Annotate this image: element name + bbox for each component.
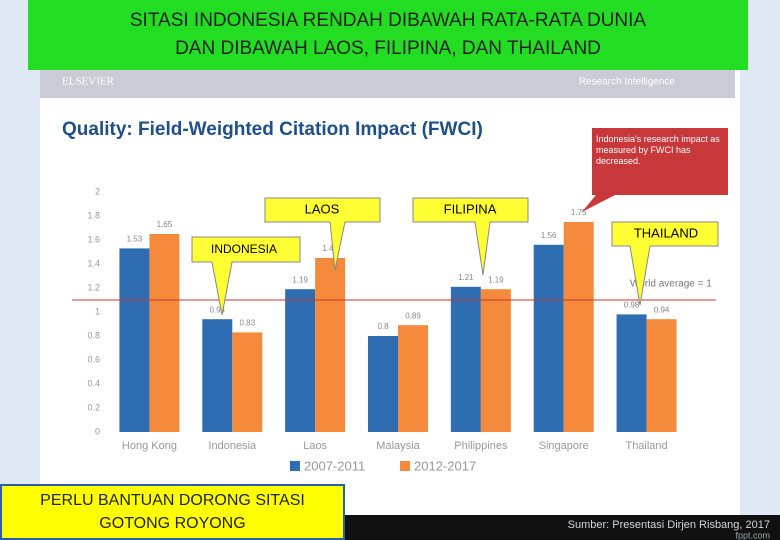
legend-swatch (290, 461, 300, 471)
brand: ELSEVIER (62, 76, 115, 88)
callout-label: LAOS (305, 201, 340, 216)
value-label: 0.8 (377, 322, 389, 331)
y-tick-label: 0.2 (87, 402, 100, 412)
callout-bubble-text: Indonesia's research impact as measured … (596, 134, 720, 166)
source-bar (344, 515, 780, 540)
x-tick-label: Thailand (625, 440, 667, 452)
y-tick-label: 1 (95, 306, 100, 316)
legend-swatch (400, 461, 410, 471)
x-tick-label: Malaysia (376, 440, 420, 452)
bar (149, 234, 180, 432)
y-tick-label: 0.4 (87, 378, 100, 388)
chart-title: Quality: Field-Weighted Citation Impact … (62, 119, 483, 140)
bar (450, 286, 481, 432)
note: PERLU BANTUAN DORONG SITASI GOTONG ROYON… (40, 492, 305, 532)
header-title: SITASI INDONESIA RENDAH DIBAWAH RATA-RAT… (130, 10, 647, 31)
callout-label: INDONESIA (211, 242, 277, 256)
elsevier-bar (40, 70, 735, 98)
bar (368, 336, 398, 432)
side-band (740, 0, 780, 540)
value-label: 0.89 (405, 311, 421, 320)
y-tick-label: 1.6 (87, 234, 100, 244)
note-box (0, 484, 345, 540)
legend-label: 2012-2017 (414, 458, 476, 473)
y-tick-label: 1.8 (87, 210, 100, 220)
callout-bubble (582, 128, 728, 212)
y-tick-label: 1.4 (87, 258, 100, 268)
callout-label: FILIPINA (444, 201, 497, 216)
value-label: 0.98 (624, 301, 640, 310)
value-label: 1.21 (458, 273, 474, 282)
brand-right: Research Intelligence (579, 77, 676, 88)
callout-indonesia (191, 236, 301, 316)
value-label: 1.75 (571, 208, 587, 217)
value-label: 1.53 (127, 235, 143, 244)
bar (285, 289, 316, 432)
x-tick-label: Laos (303, 440, 327, 452)
value-label: 1.19 (292, 275, 308, 284)
value-label: 1.45 (322, 244, 338, 253)
bar (563, 222, 594, 432)
y-tick-label: 0.8 (87, 330, 100, 340)
bar (119, 248, 150, 432)
bar (616, 314, 647, 432)
y-tick-label: 2 (95, 186, 100, 196)
callout-text: Indonesia's research impact as measured … (596, 134, 720, 166)
note-text: PERLU BANTUAN DORONG SITASI GOTONG ROYON… (40, 492, 305, 532)
callout-laos (264, 197, 381, 271)
x-tick-label: Philippines (454, 440, 508, 452)
x-tick-label: Indonesia (208, 440, 257, 452)
side-band (0, 0, 40, 540)
callout-filipina (412, 197, 529, 276)
y-tick-label: 0.6 (87, 354, 100, 364)
bar (646, 319, 677, 432)
y-tick-label: 0 (95, 426, 100, 436)
y-tick-label: 1.2 (87, 282, 100, 292)
legend-label: 2007-2011 (304, 458, 365, 473)
bar (202, 319, 233, 432)
callout-thailand (611, 221, 719, 306)
plot: 0 0.2 0.4 0.6 0.8 1 1.2 1.4 1.6 1.8 2 Hong Kong 1.53… (72, 186, 716, 473)
value-label: 0.94 (209, 305, 225, 314)
header-title: DAN DIBAWAH LAOS, FILIPINA, DAN THAILAND (175, 38, 601, 59)
bar (398, 325, 428, 432)
bar (480, 289, 511, 432)
x-tick-label: Hong Kong (122, 440, 177, 452)
callout-label: THAILAND (634, 225, 698, 240)
value-label: 0.94 (654, 305, 670, 314)
source: Sumber: Presentasi Dirjen Risbang, 2017 (568, 519, 770, 531)
bar (232, 332, 263, 432)
x-tick-label: Singapore (539, 440, 589, 452)
bar (533, 244, 564, 432)
value-label: 1.65 (157, 220, 173, 229)
reference-label: World average = 1 (630, 279, 712, 290)
value-label: 1.56 (541, 231, 557, 240)
header-box (28, 0, 748, 70)
watermark: fppt.com (735, 530, 770, 540)
value-label: 1.19 (488, 275, 504, 284)
bar (315, 258, 346, 432)
value-label: 0.83 (239, 319, 255, 328)
